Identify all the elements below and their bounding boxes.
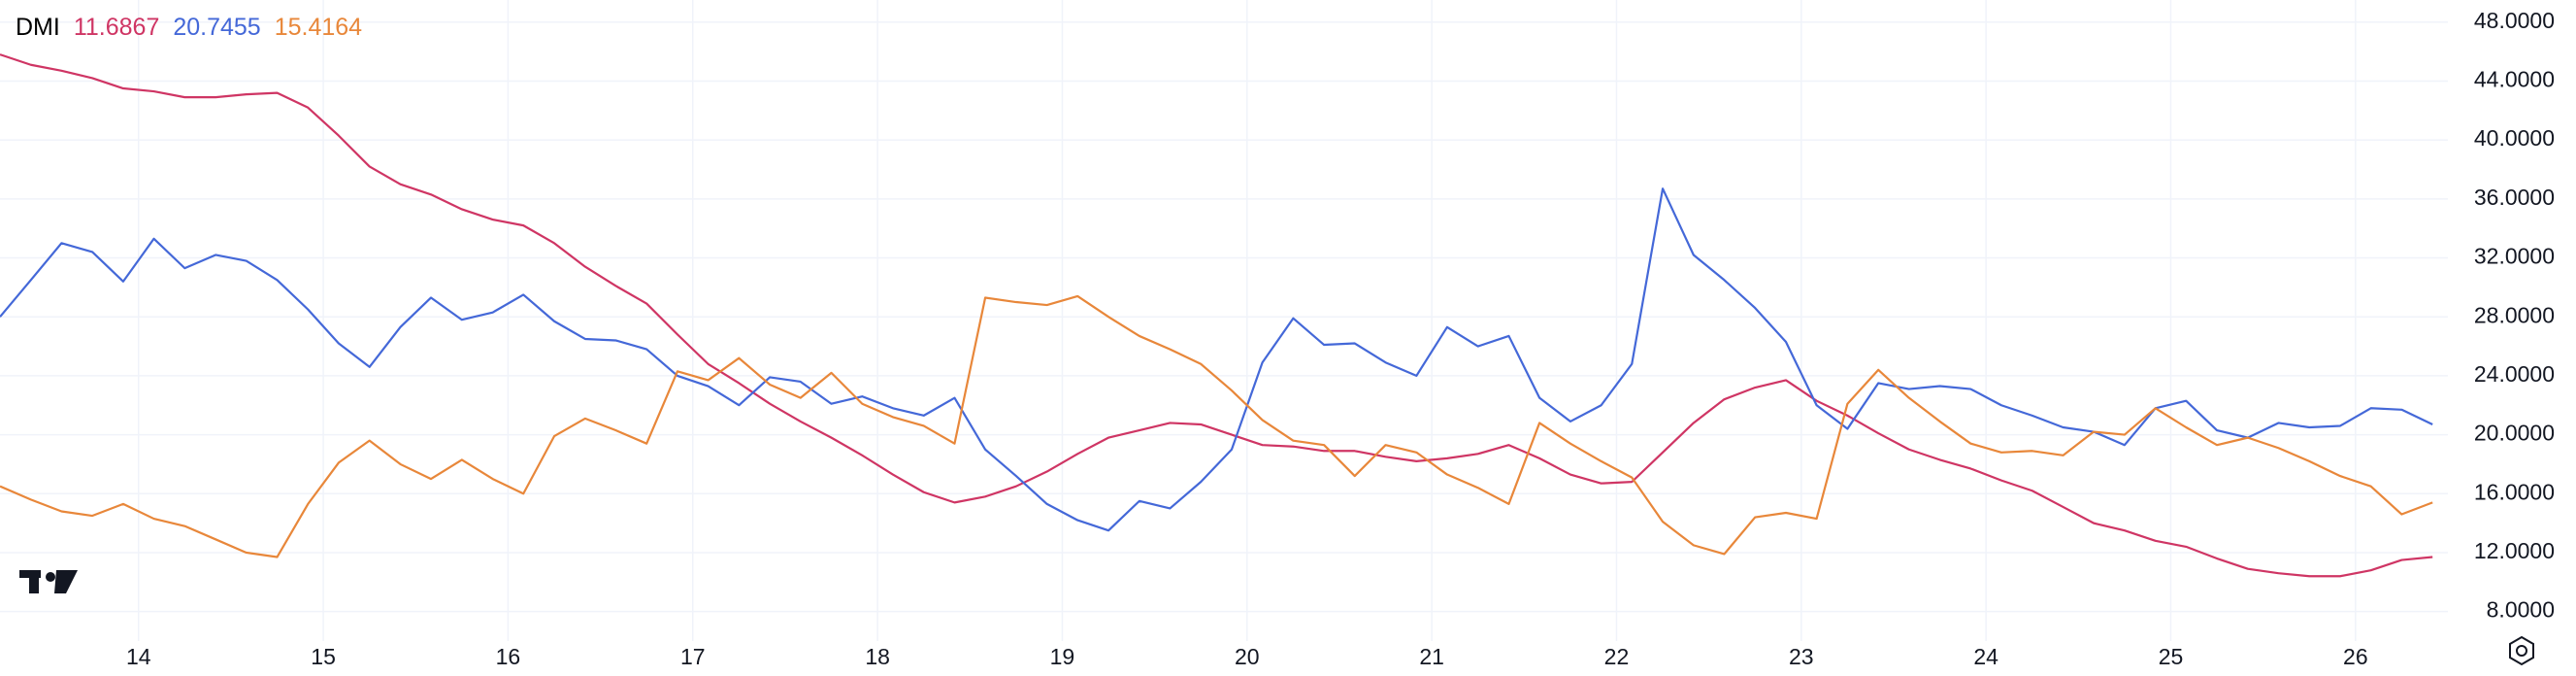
legend-value: 20.7455 (173, 14, 261, 41)
x-tick-label: 20 (1235, 644, 1260, 669)
legend-value: 15.4164 (274, 14, 363, 41)
settings-icon[interactable] (2509, 635, 2534, 666)
x-tick-label: 14 (126, 644, 151, 669)
y-tick-label: 24.0000 (2474, 361, 2555, 387)
y-tick-label: 20.0000 (2474, 421, 2555, 446)
series-line (0, 187, 2433, 532)
gear-center[interactable] (2516, 645, 2527, 657)
tradingview-logo (19, 570, 78, 593)
y-tick-label: 12.0000 (2474, 538, 2555, 563)
y-tick-label: 28.0000 (2474, 302, 2555, 327)
legend: DMI 11.6867 20.7455 15.4164 (16, 14, 376, 42)
y-tick-label: 8.0000 (2487, 597, 2555, 623)
y-tick-label: 48.0000 (2474, 8, 2555, 33)
legend-title: DMI (16, 14, 60, 41)
x-tick-label: 19 (1050, 644, 1075, 669)
x-tick-label: 21 (1419, 644, 1444, 669)
y-tick-label: 32.0000 (2474, 244, 2555, 269)
grid (0, 0, 2448, 641)
x-tick-label: 24 (1973, 644, 1998, 669)
y-tick-label: 44.0000 (2474, 67, 2555, 92)
legend-value: 11.6867 (73, 14, 160, 41)
gear-outline[interactable] (2509, 635, 2534, 666)
x-tick-label: 17 (680, 644, 706, 669)
logo-part (46, 572, 55, 582)
x-tick-label: 26 (2343, 644, 2368, 669)
x-tick-label: 22 (1604, 644, 1630, 669)
logo-part (29, 570, 39, 593)
y-tick-label: 16.0000 (2474, 479, 2555, 504)
x-tick-label: 25 (2159, 644, 2184, 669)
x-tick-label: 15 (311, 644, 336, 669)
x-tick-label: 18 (865, 644, 890, 669)
y-tick-label: 40.0000 (2474, 125, 2555, 151)
y-tick-label: 36.0000 (2474, 185, 2555, 210)
series-line (0, 53, 2433, 578)
logo-part (54, 570, 78, 593)
x-tick-label: 23 (1789, 644, 1814, 669)
series-line (0, 294, 2433, 558)
x-tick-label: 16 (496, 644, 521, 669)
